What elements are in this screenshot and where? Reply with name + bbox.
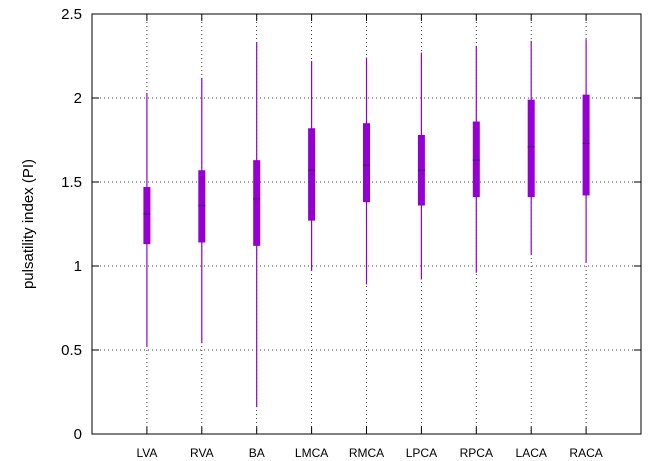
y-tick-label: 2.5: [61, 6, 82, 23]
box-iqr: [198, 170, 206, 243]
y-tick-label: 1.5: [61, 174, 82, 191]
x-category-label: LACA: [516, 446, 547, 460]
x-category-label: RPCA: [460, 446, 493, 460]
x-category-label: LPCA: [406, 446, 437, 460]
box-iqr: [582, 94, 590, 196]
box-iqr: [363, 123, 370, 203]
y-tick-label: 1: [74, 258, 82, 275]
x-category-label: RACA: [569, 446, 602, 460]
y-tick-label: 2: [74, 90, 82, 107]
x-axis: LVA RVA BA LMCA RMCA LPCA RPCA LACA RACA: [136, 14, 603, 460]
box-series: [143, 39, 590, 408]
x-category-label: RMCA: [349, 446, 384, 460]
y-axis-title: pulsatility index (PI): [20, 159, 37, 289]
y-tick-label: 0.5: [61, 342, 82, 359]
x-category-label: LVA: [136, 446, 157, 460]
box-iqr: [527, 99, 535, 198]
x-category-label: BA: [249, 446, 265, 460]
box-iqr: [143, 187, 151, 245]
y-axis: 0 0.5 1 1.5 2 2.5: [61, 6, 641, 443]
x-category-label: RVA: [190, 446, 214, 460]
box-iqr: [472, 121, 480, 198]
box-iqr: [308, 128, 316, 221]
y-tick-label: 0: [74, 426, 82, 443]
box-iqr: [253, 160, 261, 246]
x-category-label: LMCA: [295, 446, 328, 460]
